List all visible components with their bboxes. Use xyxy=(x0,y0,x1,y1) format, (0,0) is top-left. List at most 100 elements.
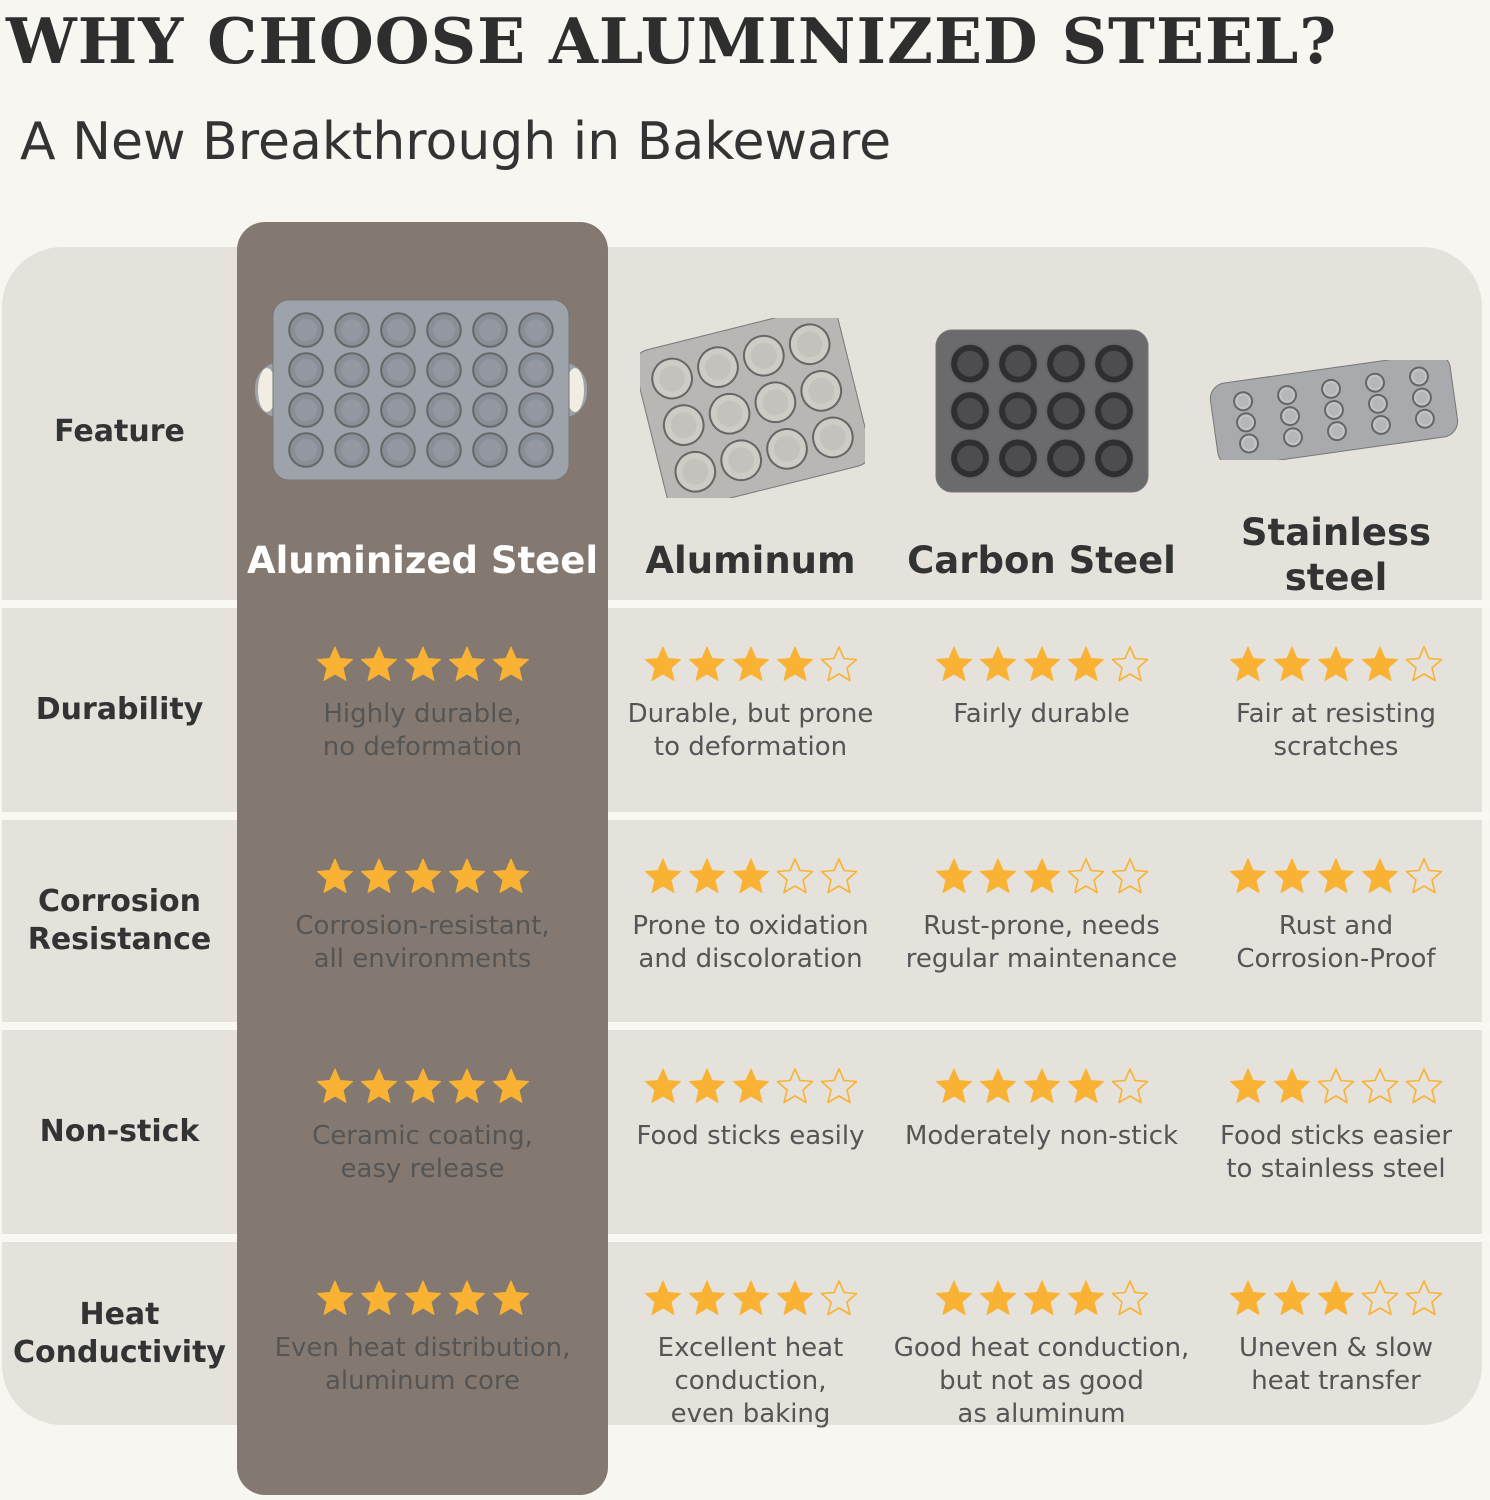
star-filled-icon xyxy=(360,646,397,681)
rating-description: Prone to oxidation and discoloration xyxy=(632,911,869,974)
star-filled-icon xyxy=(1067,1280,1104,1315)
star-filled-icon xyxy=(979,646,1016,681)
rating-cell: Prone to oxidation and discoloration xyxy=(608,834,893,992)
star-filled-icon xyxy=(935,858,972,893)
rating-cell: Food sticks easily xyxy=(608,1044,893,1204)
star-filled-icon xyxy=(316,858,353,893)
rating-cell: Rust and Corrosion-Proof xyxy=(1190,834,1482,992)
star-filled-icon xyxy=(1230,858,1266,893)
muffin-pan-image xyxy=(1209,360,1459,460)
star-empty-icon xyxy=(776,858,813,894)
star-filled-icon xyxy=(644,1280,681,1315)
star-empty-icon xyxy=(1111,1280,1148,1316)
star-empty-icon xyxy=(1405,1068,1443,1104)
star-filled-icon xyxy=(360,1280,397,1315)
page-subtitle: A New Breakthrough in Bakeware xyxy=(20,112,892,172)
star-rating xyxy=(1228,1278,1444,1318)
star-filled-icon xyxy=(979,858,1016,893)
feature-label: Durability xyxy=(35,692,204,727)
star-filled-icon xyxy=(979,1280,1016,1315)
star-empty-icon xyxy=(1405,1280,1443,1316)
feature-header: Feature xyxy=(54,414,185,449)
star-empty-icon xyxy=(820,1068,857,1104)
star-filled-icon xyxy=(1023,1068,1060,1103)
rating-description: Good heat conduction, but not as good as… xyxy=(893,1333,1190,1429)
star-rating xyxy=(315,856,531,896)
rating-cell: Uneven & slow heat transfer xyxy=(1190,1256,1482,1415)
star-filled-icon xyxy=(404,1280,441,1315)
star-filled-icon xyxy=(688,646,725,681)
muffin-pan-image xyxy=(935,329,1149,493)
star-filled-icon xyxy=(688,858,725,893)
star-filled-icon xyxy=(1023,646,1060,681)
star-filled-icon xyxy=(492,1280,529,1315)
row-divider xyxy=(0,600,1490,608)
star-rating xyxy=(934,856,1150,896)
star-empty-icon xyxy=(1111,1068,1148,1104)
star-filled-icon xyxy=(1318,1280,1354,1315)
star-filled-icon xyxy=(1274,1068,1310,1103)
rating-description: Excellent heat conduction, even baking xyxy=(657,1333,844,1429)
star-empty-icon xyxy=(1405,858,1443,894)
star-filled-icon xyxy=(448,858,485,893)
star-filled-icon xyxy=(404,646,441,681)
star-rating xyxy=(315,1066,531,1106)
rating-description: Food sticks easier to stainless steel xyxy=(1219,1121,1453,1184)
star-filled-icon xyxy=(935,1068,972,1103)
rating-description: Uneven & slow heat transfer xyxy=(1238,1333,1434,1396)
star-empty-icon xyxy=(820,646,857,682)
star-filled-icon xyxy=(448,646,485,681)
rating-cell: Even heat distribution, aluminum core xyxy=(237,1256,608,1415)
feature-label: Non-stick xyxy=(39,1114,200,1149)
star-filled-icon xyxy=(776,646,813,681)
rating-description: Ceramic coating, easy release xyxy=(312,1121,533,1184)
feature-label: Heat Conductivity xyxy=(13,1296,226,1370)
rating-cell: Good heat conduction, but not as good as… xyxy=(893,1256,1190,1429)
rating-cell: Corrosion-resistant, all environments xyxy=(237,834,608,992)
rating-cell: Fairly durable xyxy=(893,622,1190,782)
rating-description: Highly durable, no deformation xyxy=(322,699,523,762)
muffin-pan-image xyxy=(255,299,587,481)
rating-description: Fairly durable xyxy=(953,699,1130,729)
star-filled-icon xyxy=(360,1068,397,1103)
star-empty-icon xyxy=(820,858,857,894)
star-filled-icon xyxy=(404,858,441,893)
star-rating xyxy=(643,1066,859,1106)
star-filled-icon xyxy=(1023,1280,1060,1315)
star-rating xyxy=(315,1278,531,1318)
star-filled-icon xyxy=(492,858,529,893)
rating-description: Food sticks easily xyxy=(636,1121,865,1151)
rating-description: Moderately non-stick xyxy=(904,1121,1179,1151)
star-filled-icon xyxy=(1362,858,1398,893)
star-filled-icon xyxy=(1230,1280,1266,1315)
star-filled-icon xyxy=(1274,1280,1310,1315)
star-filled-icon xyxy=(776,1280,813,1315)
rating-description: Rust-prone, needs regular maintenance xyxy=(905,911,1178,974)
star-rating xyxy=(934,644,1150,684)
rating-description: Rust and Corrosion-Proof xyxy=(1236,911,1436,974)
rating-cell: Ceramic coating, easy release xyxy=(237,1044,608,1204)
rating-description: Durable, but prone to deformation xyxy=(627,699,874,762)
row-divider xyxy=(0,1234,1490,1242)
rating-cell: Durable, but prone to deformation xyxy=(608,622,893,782)
star-filled-icon xyxy=(360,858,397,893)
column-header: Carbon Steel xyxy=(907,538,1176,582)
star-filled-icon xyxy=(1230,646,1266,681)
star-empty-icon xyxy=(776,1068,813,1104)
star-rating xyxy=(934,1066,1150,1106)
star-rating xyxy=(643,856,859,896)
star-filled-icon xyxy=(688,1068,725,1103)
star-filled-icon xyxy=(1362,646,1398,681)
star-filled-icon xyxy=(644,858,681,893)
star-filled-icon xyxy=(1274,858,1310,893)
star-filled-icon xyxy=(448,1068,485,1103)
rating-cell: Moderately non-stick xyxy=(893,1044,1190,1204)
star-filled-icon xyxy=(1067,1068,1104,1103)
column-header: Aluminum xyxy=(645,538,856,582)
star-filled-icon xyxy=(644,1068,681,1103)
star-filled-icon xyxy=(935,1280,972,1315)
star-rating xyxy=(643,644,859,684)
star-empty-icon xyxy=(820,1280,857,1316)
star-filled-icon xyxy=(644,646,681,681)
star-empty-icon xyxy=(1111,858,1148,894)
